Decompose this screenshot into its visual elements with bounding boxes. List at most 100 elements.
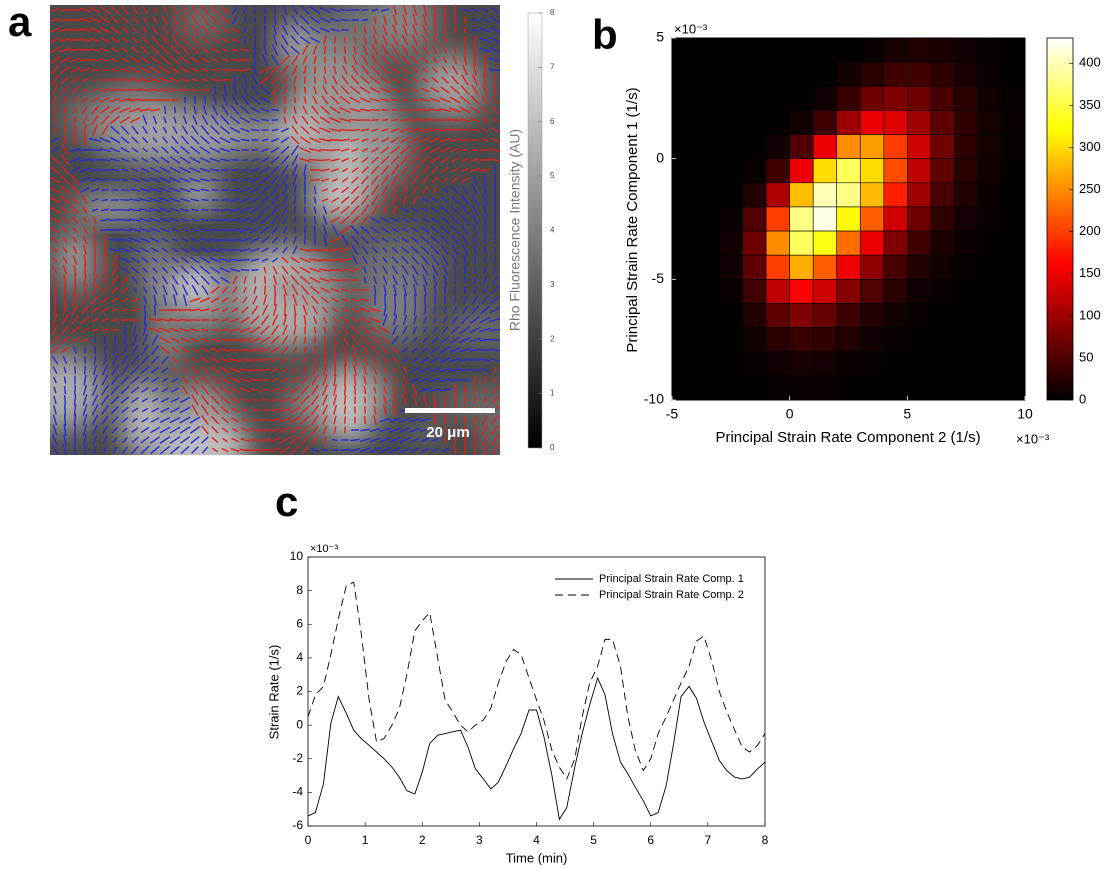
strain-vector (380, 216, 390, 224)
fluorescence-blob (71, 193, 152, 221)
strain-vector (189, 308, 201, 312)
strain-vector (352, 55, 358, 65)
strain-vector (130, 365, 140, 375)
strain-vector (292, 335, 298, 345)
strain-vector (489, 158, 500, 162)
strain-vector (254, 276, 256, 284)
strain-vector (379, 437, 391, 443)
strain-vector (472, 234, 478, 246)
strain-vector (349, 85, 361, 95)
strain-vector (270, 108, 280, 112)
strain-vector (282, 246, 288, 254)
strain-vector (132, 36, 138, 44)
strain-vector (210, 308, 220, 312)
strain-vector (350, 75, 360, 85)
strain-vector (461, 74, 469, 86)
strain-vector (491, 444, 499, 455)
heatmap-cell (789, 254, 814, 280)
strain-vector (392, 314, 398, 326)
heatmap-cell (1001, 303, 1026, 328)
strain-vector (272, 95, 278, 105)
strain-vector (250, 117, 260, 123)
strain-vector (99, 5, 111, 15)
strain-vector (121, 436, 129, 444)
strain-vector (169, 187, 181, 193)
strain-vector (179, 436, 191, 444)
strain-vector (461, 224, 469, 236)
strain-vector (402, 314, 408, 326)
strain-vector (231, 27, 239, 33)
heatmap-cell (930, 85, 955, 111)
heatmap-cell (671, 37, 696, 63)
strain-vector (131, 147, 139, 153)
strain-vector (239, 68, 251, 72)
strain-vector (449, 346, 461, 354)
strain-vector (100, 47, 110, 53)
strain-vector (489, 317, 500, 323)
strain-vector (401, 88, 409, 92)
strain-vector (381, 184, 389, 196)
strain-vector (180, 55, 190, 65)
strain-vector (370, 226, 380, 234)
strain-vector (490, 137, 500, 143)
strain-vector (240, 187, 250, 193)
strain-vector (459, 378, 471, 382)
strain-vector (229, 258, 241, 262)
strain-vector (360, 128, 370, 132)
strain-vector (461, 148, 469, 152)
strain-vector (251, 305, 259, 315)
strain-vector (82, 206, 88, 214)
strain-vector (412, 394, 418, 406)
strain-vector (111, 37, 119, 43)
strain-vector (280, 397, 290, 403)
strain-vector (252, 295, 258, 305)
strain-vector (199, 167, 211, 173)
strain-vector (289, 396, 301, 404)
strain-vector (391, 194, 399, 206)
strain-vector (419, 387, 431, 393)
strain-vector (432, 24, 438, 36)
strain-vector (319, 127, 331, 133)
strain-vector (379, 87, 391, 93)
strain-vector (309, 37, 321, 43)
strain-vector (421, 447, 429, 453)
strain-vector (110, 374, 120, 386)
strain-vector (201, 114, 209, 126)
strain-vector (199, 247, 211, 253)
strain-vector (141, 136, 149, 144)
strain-vector (219, 125, 231, 135)
strain-vector (229, 267, 241, 273)
strain-vector (123, 325, 127, 335)
strain-vector (159, 88, 171, 92)
strain-vector (91, 68, 99, 72)
strain-vector (409, 127, 421, 133)
strain-vector (449, 378, 461, 382)
strain-vector (411, 77, 419, 83)
heatmap-cell (883, 182, 908, 208)
strain-vector (50, 196, 61, 204)
strain-vector (119, 247, 131, 253)
strain-vector (463, 444, 467, 455)
strain-vector (371, 345, 379, 355)
strain-vector (312, 45, 318, 55)
strain-vector (210, 395, 220, 405)
strain-vector (51, 324, 59, 336)
strain-vector (190, 67, 200, 73)
heatmap-cell (695, 327, 720, 353)
strain-vector (453, 445, 457, 455)
strain-vector (242, 16, 248, 24)
strain-vector (218, 248, 232, 252)
strain-vector (62, 444, 68, 455)
strain-vector (392, 284, 398, 296)
heatmap-cell (1001, 230, 1026, 256)
x-exponent: ×10⁻³ (1016, 431, 1050, 446)
strain-vector (179, 318, 191, 322)
strain-vector (322, 364, 328, 376)
strain-vector (182, 115, 188, 125)
heatmap-cell (695, 254, 720, 280)
heatmap-cell (695, 375, 720, 401)
strain-vector (380, 137, 390, 143)
strain-vector (392, 385, 398, 395)
strain-vector (463, 425, 467, 435)
strain-vector (260, 175, 270, 185)
